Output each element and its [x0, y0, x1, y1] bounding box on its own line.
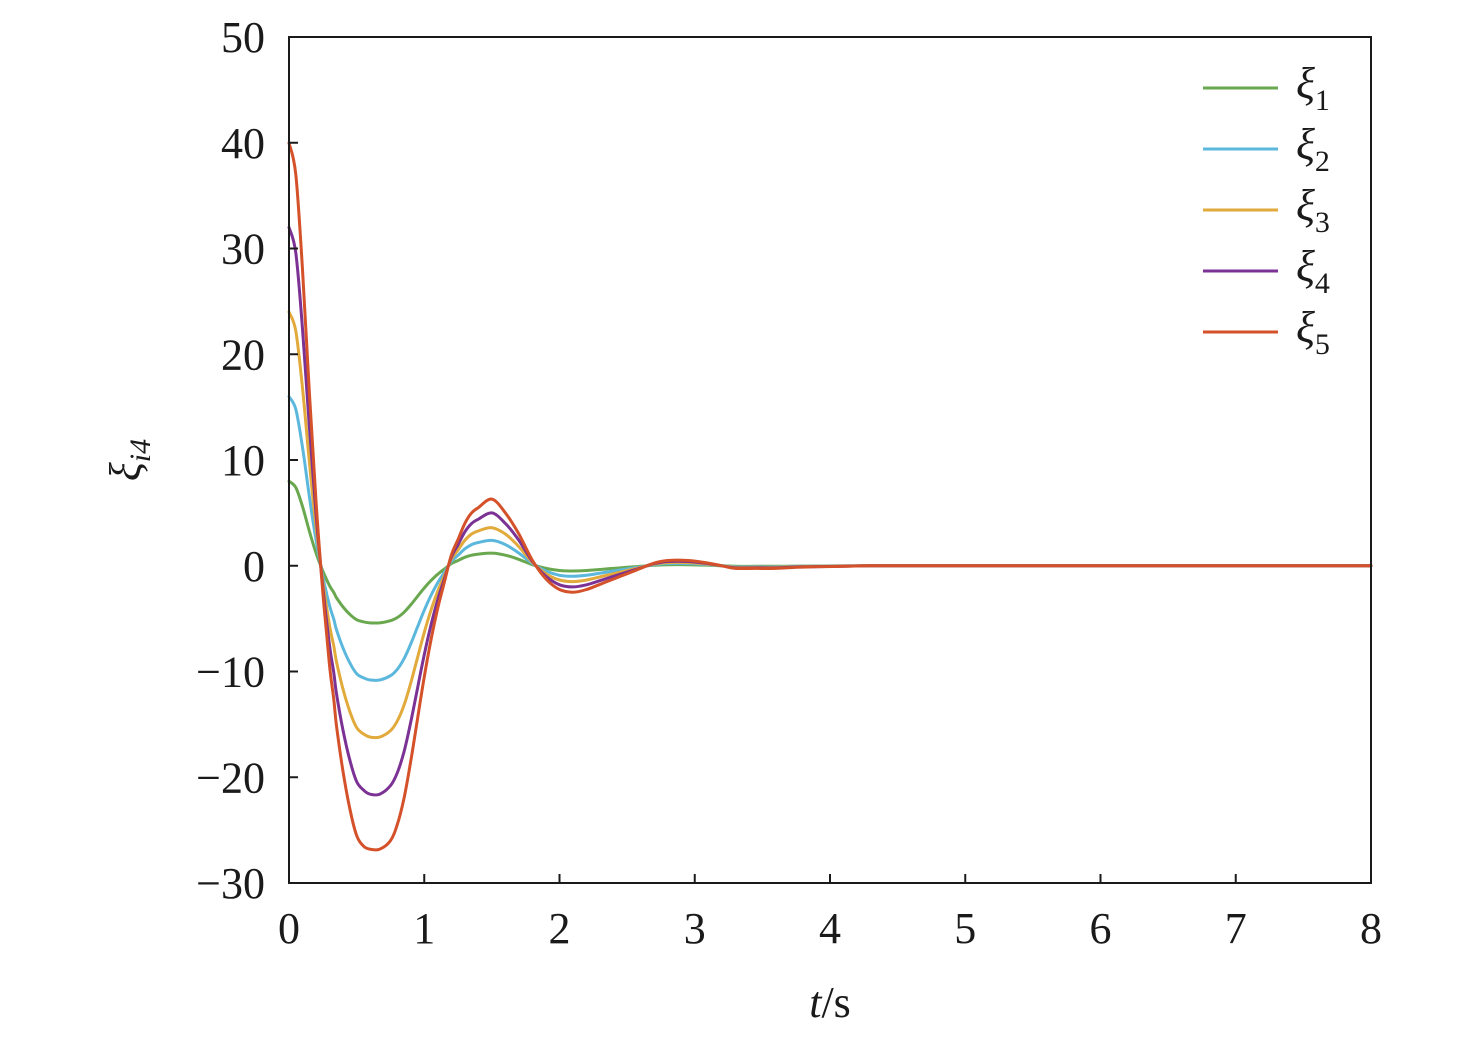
x-tick-label: 5 — [954, 904, 976, 953]
legend-label: ξ4 — [1296, 242, 1330, 300]
legend-item: ξ2 — [1203, 120, 1330, 178]
y-axis-label-symbol: ξ — [101, 462, 150, 481]
legend-label-subscript: 3 — [1315, 206, 1330, 239]
legend-label-symbol: ξ — [1296, 59, 1315, 108]
legend-label-symbol: ξ — [1296, 181, 1315, 230]
x-tick-label: 3 — [684, 904, 706, 953]
legend-label: ξ5 — [1296, 303, 1330, 361]
y-tick-label: −10 — [196, 648, 265, 697]
x-tick-label: 1 — [413, 904, 435, 953]
x-tick-label: 4 — [819, 904, 841, 953]
x-tick-label: 6 — [1090, 904, 1112, 953]
x-tick-label: 7 — [1225, 904, 1247, 953]
y-axis-label-subscript: i4 — [124, 439, 157, 462]
x-axis-label: t/s — [809, 978, 851, 1027]
y-tick-label: 40 — [221, 119, 265, 168]
legend-label-subscript: 5 — [1315, 328, 1330, 361]
svg-text:ξi4: ξi4 — [101, 439, 157, 481]
series-line-5 — [287, 141, 1373, 852]
legend-label-symbol: ξ — [1296, 242, 1315, 291]
y-axis-label: ξi4 — [101, 439, 157, 481]
legend-label-subscript: 1 — [1315, 84, 1330, 117]
legend-label: ξ2 — [1296, 120, 1330, 178]
legend-item: ξ4 — [1203, 242, 1330, 300]
x-tick-label: 8 — [1360, 904, 1382, 953]
x-tick-label: 2 — [549, 904, 571, 953]
y-tick-label: −20 — [196, 753, 265, 802]
legend-label-subscript: 4 — [1315, 267, 1330, 300]
series-line-4 — [287, 225, 1373, 797]
y-axis-ticks: −30 −20 −10 0 10 20 30 40 50 — [196, 13, 298, 908]
x-tick-label: 0 — [278, 904, 300, 953]
y-tick-label: 10 — [221, 436, 265, 485]
plot-lines — [287, 141, 1373, 852]
series-line-3 — [287, 310, 1373, 740]
legend-label-symbol: ξ — [1296, 303, 1315, 352]
legend-label-subscript: 2 — [1315, 145, 1330, 178]
legend-item: ξ5 — [1203, 303, 1330, 361]
y-tick-label: 0 — [243, 542, 265, 591]
series-line-2 — [287, 395, 1373, 682]
x-axis-label-variable: t — [809, 978, 823, 1027]
x-axis-label-unit: /s — [821, 978, 850, 1027]
y-tick-label: 20 — [221, 330, 265, 379]
legend-item: ξ1 — [1203, 59, 1330, 117]
legend-item: ξ3 — [1203, 181, 1330, 239]
plot-frame — [288, 36, 1372, 884]
y-tick-label: 30 — [221, 225, 265, 274]
y-tick-label: −30 — [196, 859, 265, 908]
legend-label: ξ1 — [1296, 59, 1330, 117]
x-axis-ticks: 0 1 2 3 4 5 6 7 8 — [278, 874, 1382, 953]
legend-label-symbol: ξ — [1296, 120, 1315, 169]
y-tick-label: 50 — [221, 13, 265, 62]
legend-label: ξ3 — [1296, 181, 1330, 239]
